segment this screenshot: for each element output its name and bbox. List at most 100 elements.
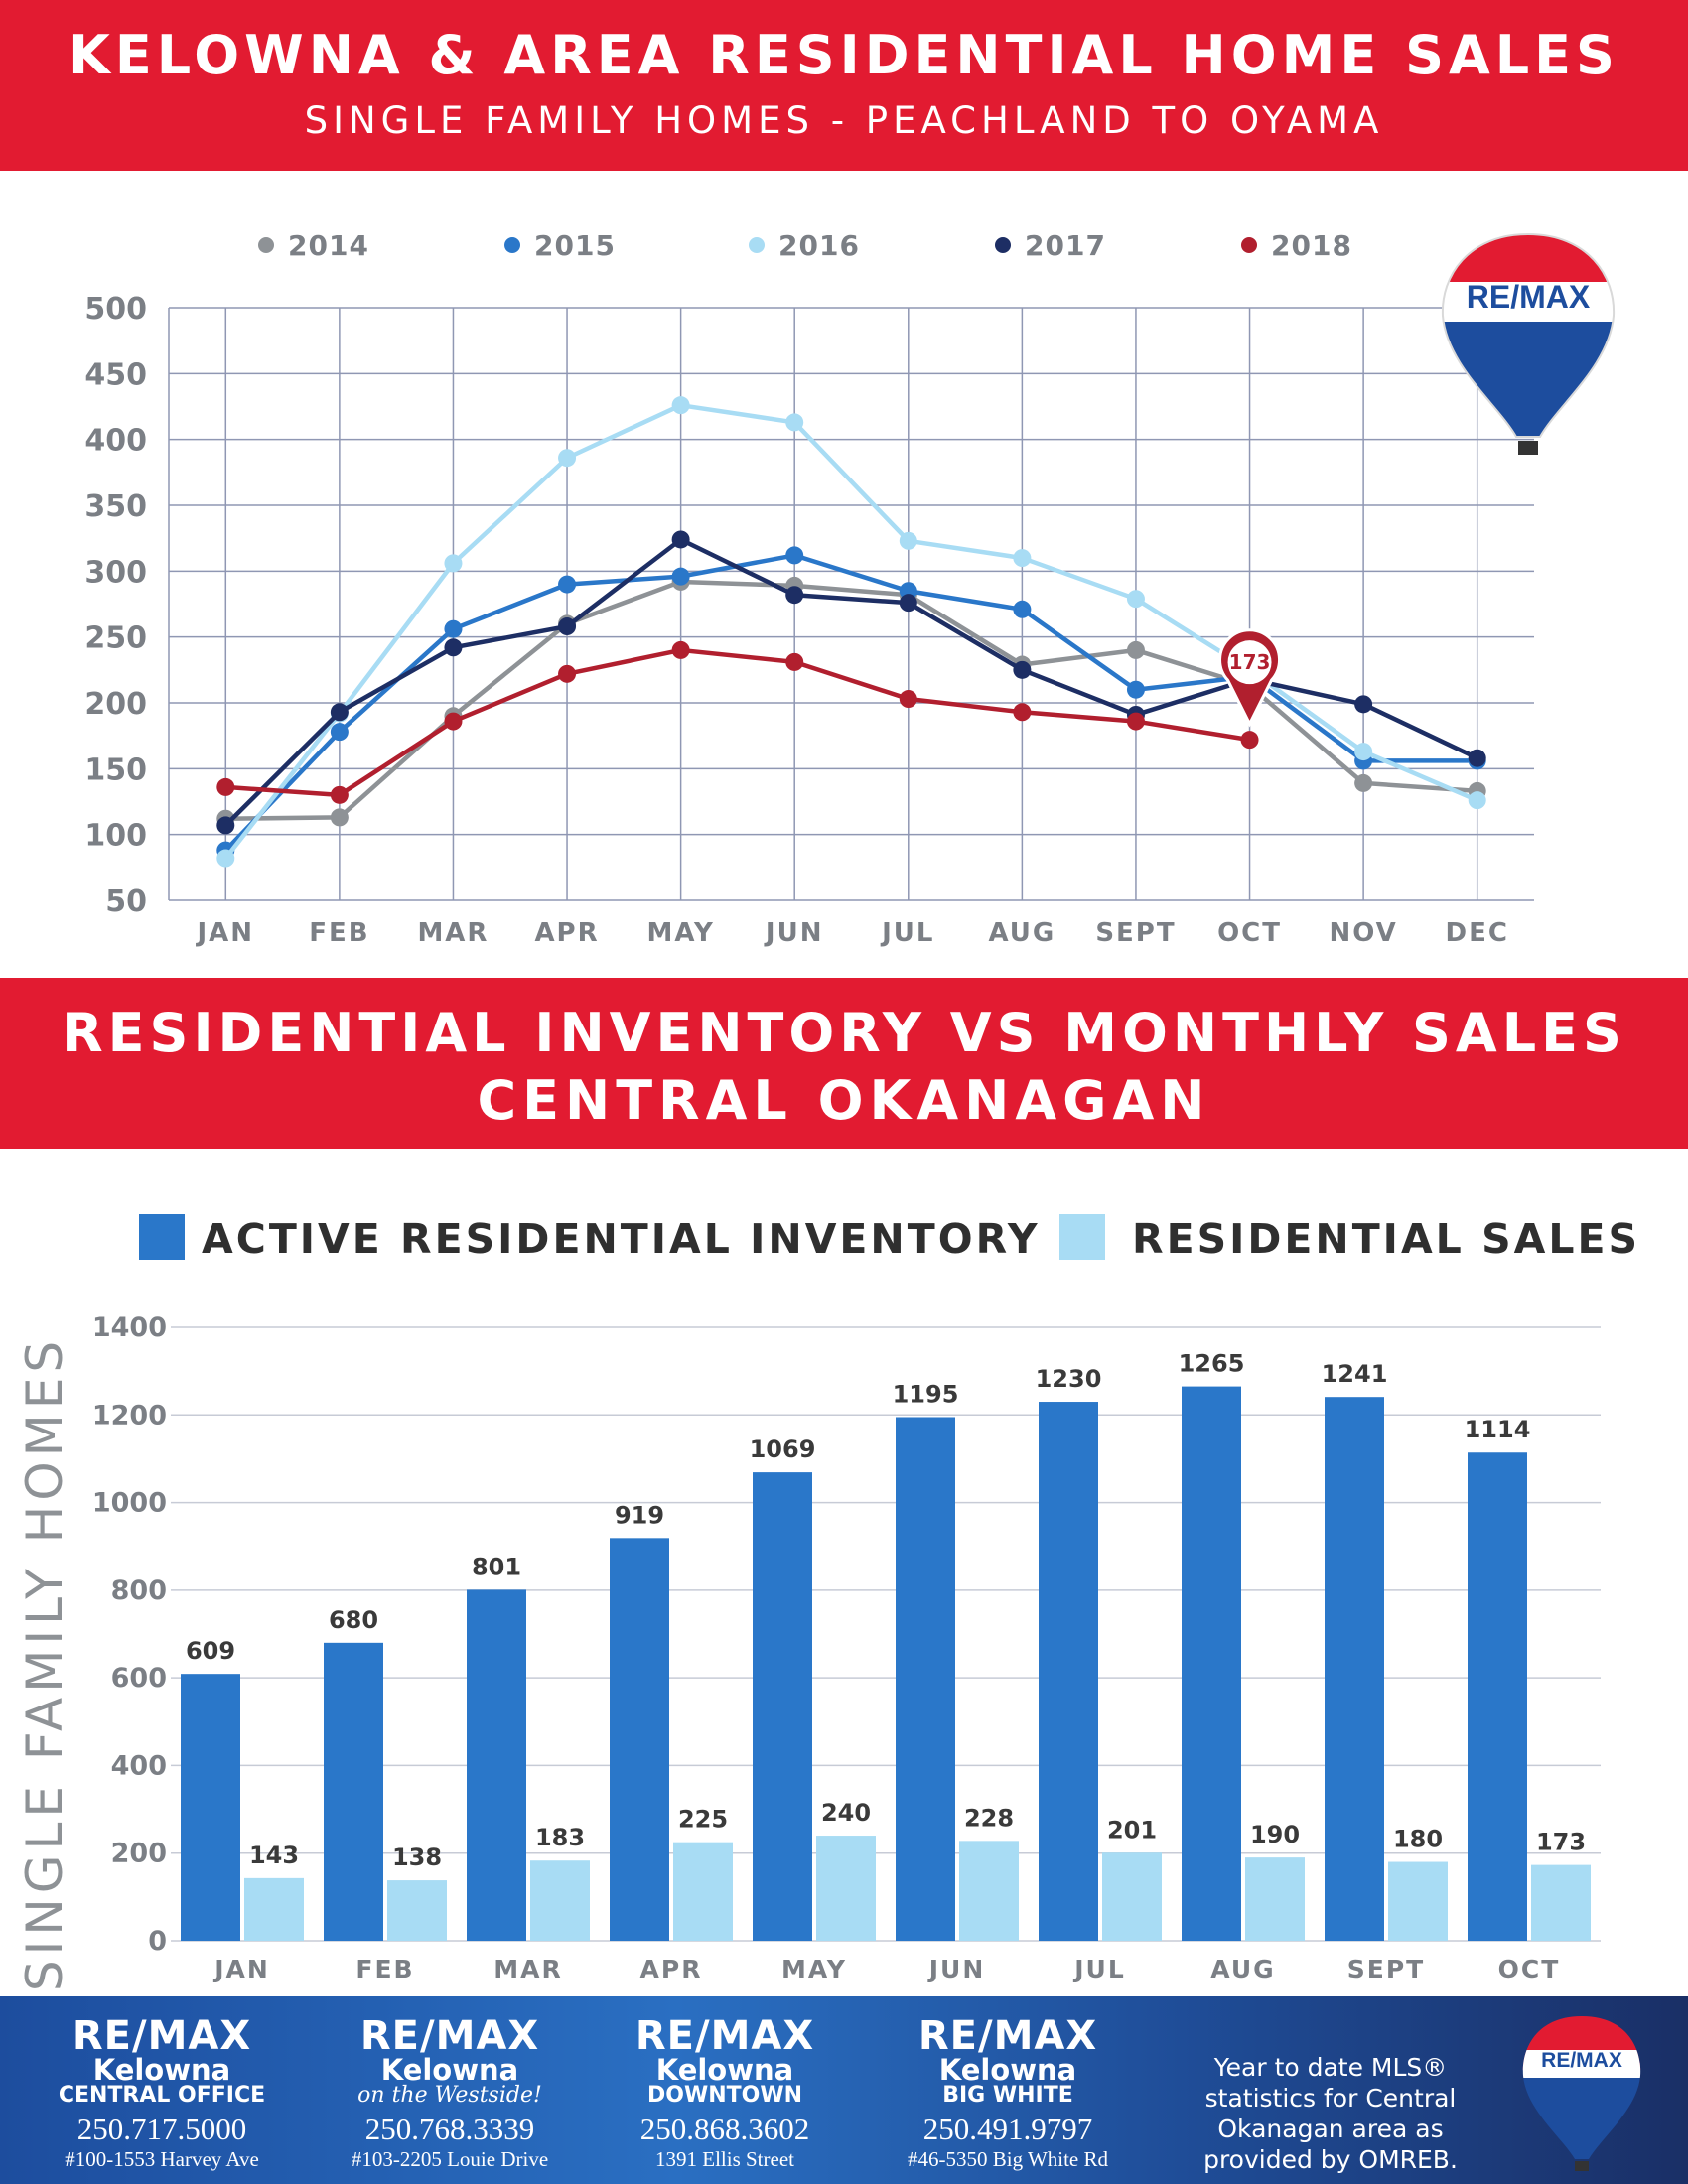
office-address: 1391 Ellis Street bbox=[655, 2147, 794, 2171]
data-label-sales: 228 bbox=[964, 1804, 1014, 1832]
footer-note: Year to date MLS® statistics for Central… bbox=[1203, 2053, 1458, 2174]
y-tick-label: 600 bbox=[111, 1663, 167, 1694]
data-label-inventory: 1241 bbox=[1322, 1360, 1388, 1388]
x-tick-label: FEB bbox=[355, 1955, 414, 1983]
data-point-2016 bbox=[1354, 743, 1373, 761]
x-tick-label: APR bbox=[640, 1955, 703, 1983]
data-point-2016 bbox=[1013, 549, 1032, 568]
data-point-2015 bbox=[558, 575, 577, 594]
data-point-2017 bbox=[785, 586, 804, 605]
y-tick-label: 800 bbox=[111, 1575, 167, 1606]
y-tick-label: 1400 bbox=[92, 1312, 167, 1343]
data-label-sales: 183 bbox=[535, 1824, 585, 1851]
legend-label: 2014 bbox=[288, 229, 369, 262]
bar-inventory bbox=[1182, 1386, 1241, 1941]
data-label-inventory: 919 bbox=[615, 1501, 664, 1529]
office-central: RE/MAX Kelowna CENTRAL OFFICE 250.717.50… bbox=[28, 2016, 296, 2171]
x-tick-label: JUN bbox=[927, 1955, 986, 1983]
data-point-2018 bbox=[1013, 703, 1032, 722]
legend-label: RESIDENTIAL SALES bbox=[1132, 1215, 1640, 1263]
y-tick-label: 300 bbox=[84, 555, 147, 590]
balloon-logo-text: RE/MAX bbox=[1541, 2049, 1622, 2072]
bar-sales bbox=[244, 1877, 304, 1941]
y-tick-label: 350 bbox=[84, 489, 147, 524]
bar-sales bbox=[387, 1880, 447, 1941]
data-label-inventory: 1114 bbox=[1465, 1416, 1531, 1443]
data-point-2015 bbox=[785, 546, 804, 565]
office-sub: CENTRAL OFFICE bbox=[58, 2083, 266, 2108]
x-tick-label: MAR bbox=[417, 918, 489, 948]
x-tick-label: JAN bbox=[196, 918, 255, 948]
page-subtitle: SINGLE FAMILY HOMES - PEACHLAND TO OYAMA bbox=[304, 99, 1384, 142]
data-point-2017 bbox=[1468, 749, 1486, 767]
office-big-white: RE/MAX Kelowna BIG WHITE 250.491.9797 #4… bbox=[874, 2016, 1142, 2171]
office-sub: on the Westside! bbox=[357, 2083, 542, 2108]
office-phone: 250.768.3339 bbox=[364, 2112, 535, 2146]
x-tick-label: JUL bbox=[1072, 1955, 1126, 1983]
office-address: #100-1553 Harvey Ave bbox=[65, 2147, 259, 2171]
office-brand: RE/MAX bbox=[359, 2013, 540, 2059]
data-label-sales: 143 bbox=[249, 1842, 299, 1869]
callout-pin-inner bbox=[1227, 640, 1272, 685]
office-city: Kelowna bbox=[380, 2053, 519, 2087]
x-tick-label: JUN bbox=[764, 918, 824, 948]
x-tick-label: DEC bbox=[1445, 918, 1508, 948]
section-subtitle: CENTRAL OKANAGAN bbox=[477, 1069, 1211, 1132]
office-sub: DOWNTOWN bbox=[646, 2083, 803, 2108]
data-label-inventory: 609 bbox=[186, 1637, 235, 1665]
office-sub: BIG WHITE bbox=[942, 2083, 1073, 2108]
bar-sales bbox=[1531, 1864, 1591, 1941]
callout-pin: 173 bbox=[1218, 628, 1282, 728]
office-phone: 250.868.3602 bbox=[639, 2112, 810, 2146]
data-point-2016 bbox=[785, 413, 804, 432]
legend-swatch bbox=[139, 1214, 185, 1260]
y-tick-label: 400 bbox=[111, 1750, 167, 1781]
x-tick-label: AUG bbox=[1210, 1955, 1275, 1983]
bar-sales bbox=[1102, 1852, 1162, 1941]
header-banner: KELOWNA & AREA RESIDENTIAL HOME SALES SI… bbox=[0, 0, 1688, 171]
data-point-2018 bbox=[444, 712, 463, 731]
bar-inventory bbox=[181, 1674, 240, 1941]
y-tick-label: 1000 bbox=[92, 1488, 167, 1519]
data-label-inventory: 1230 bbox=[1036, 1365, 1102, 1393]
y-tick-label: 100 bbox=[84, 819, 147, 854]
office-brand: RE/MAX bbox=[71, 2013, 252, 2059]
x-tick-label: MAY bbox=[781, 1955, 847, 1983]
bar-sales bbox=[530, 1860, 590, 1941]
x-tick-label: OCT bbox=[1217, 918, 1282, 948]
bar-inventory bbox=[896, 1417, 955, 1941]
y-axis-label: SINGLE FAMILY HOMES bbox=[16, 1336, 73, 1991]
y-tick-label: 500 bbox=[84, 292, 147, 327]
bar-chart: 0 200 400 600 800 1000 1200 1400 SINGLE FAMILY H… bbox=[16, 1214, 1640, 1991]
legend-swatch bbox=[749, 237, 765, 253]
legend-swatch bbox=[995, 237, 1011, 253]
x-tick-label: MAR bbox=[493, 1955, 562, 1983]
data-label-inventory: 1195 bbox=[893, 1380, 959, 1408]
data-point-2016 bbox=[216, 849, 235, 868]
bar-inventory bbox=[1468, 1452, 1527, 1941]
legend-label: ACTIVE RESIDENTIAL INVENTORY bbox=[202, 1215, 1041, 1263]
line-chart: 50 100 150 200 250 300 350 400 450 500 JAN FEB MAR AP… bbox=[84, 229, 1616, 948]
data-label-inventory: 1069 bbox=[750, 1435, 816, 1463]
x-tick-label: APR bbox=[534, 918, 599, 948]
data-point-2014 bbox=[1126, 640, 1145, 659]
series-line-2016 bbox=[223, 402, 1478, 860]
office-phone: 250.717.5000 bbox=[76, 2112, 247, 2146]
data-point-2018 bbox=[1240, 731, 1259, 750]
section-banner: RESIDENTIAL INVENTORY VS MONTHLY SALES C… bbox=[0, 978, 1688, 1149]
data-label-sales: 190 bbox=[1250, 1821, 1300, 1848]
y-tick-label: 150 bbox=[84, 752, 147, 787]
x-tick-label: AUG bbox=[988, 918, 1055, 948]
legend-label: 2016 bbox=[778, 229, 860, 262]
data-point-2017 bbox=[558, 617, 577, 636]
remax-balloon-icon: RE/MAX bbox=[1522, 2016, 1641, 2171]
bar-sales bbox=[816, 1836, 876, 1941]
bar-inventory bbox=[1325, 1397, 1384, 1941]
office-address: #46-5350 Big White Rd bbox=[907, 2147, 1109, 2171]
data-label-sales: 138 bbox=[392, 1843, 442, 1871]
bar-inventory bbox=[324, 1642, 383, 1941]
legend-swatch bbox=[504, 237, 520, 253]
legend-swatch bbox=[1241, 237, 1257, 253]
x-tick-label: OCT bbox=[1498, 1955, 1561, 1983]
legend-label: 2018 bbox=[1271, 229, 1352, 262]
